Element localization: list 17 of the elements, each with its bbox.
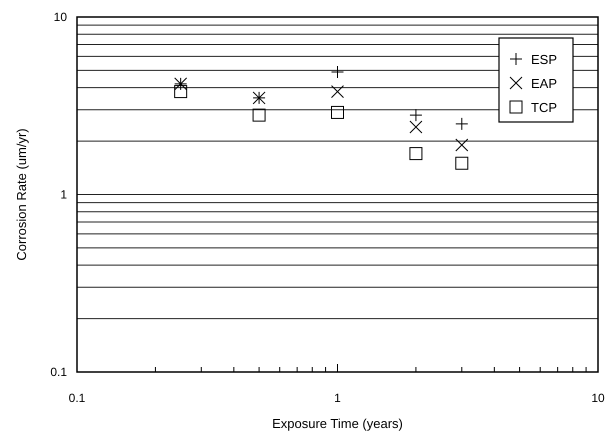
point xyxy=(331,106,344,119)
y-tick-label: 10 xyxy=(54,10,68,24)
y-tick-label: 0.1 xyxy=(50,365,68,379)
x-tick-label: 10 xyxy=(591,391,605,405)
point xyxy=(252,108,266,122)
point xyxy=(331,85,344,98)
legend-label: TCP xyxy=(531,100,557,115)
y-tick-label: 1 xyxy=(60,188,68,202)
x-tick-label: 0.1 xyxy=(68,391,86,405)
y-axis-title: Corrosion Rate (um/yr) xyxy=(14,128,29,261)
legend-label: ESP xyxy=(531,52,558,67)
x-tick-label: 1 xyxy=(334,391,342,405)
point xyxy=(174,85,188,98)
x-axis-title: Exposure Time (years) xyxy=(272,416,403,431)
point xyxy=(409,120,422,134)
legend-label: EAP xyxy=(531,76,558,91)
point xyxy=(409,147,422,160)
